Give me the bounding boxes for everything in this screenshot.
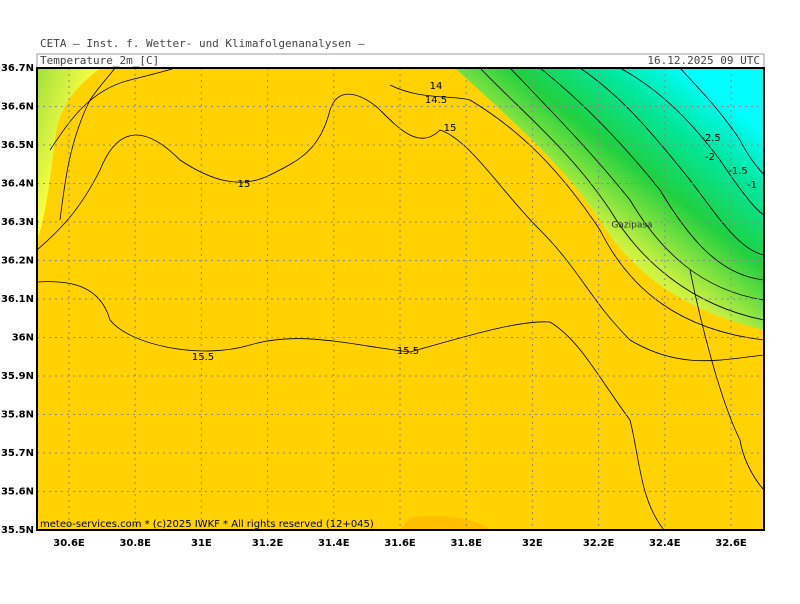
footer: meteo-services.com * (c)2025 IWKF * All …: [40, 519, 374, 530]
place-label: Gazipasa: [611, 221, 652, 231]
variable-label: Temperature_2m_[C]: [40, 54, 159, 67]
lat-tick-label: 35.9N: [1, 371, 34, 382]
contour-label: -2: [705, 152, 715, 163]
lon-tick-label: 30.8E: [119, 538, 151, 549]
lon-tick-label: 31.2E: [252, 538, 284, 549]
lat-tick-label: 36.7N: [1, 63, 34, 74]
lat-tick-label: 36.5N: [1, 140, 34, 151]
lon-tick-label: 32.6E: [715, 538, 747, 549]
lat-tick-label: 35.6N: [1, 487, 34, 498]
contour-label: 14: [430, 81, 443, 92]
lat-tick-label: 35.7N: [1, 448, 34, 459]
lat-tick-label: 35.5N: [1, 525, 34, 536]
cold-region: [455, 68, 764, 330]
contour-label: 15: [444, 123, 457, 134]
lon-tick-label: 31.8E: [450, 538, 482, 549]
lon-tick-label: 31E: [191, 538, 212, 549]
header-title: CETA — Inst. f. Wetter- und Klimafolgena…: [40, 37, 365, 50]
contour-label: 14.5: [425, 95, 447, 106]
corner-region: [37, 68, 100, 240]
contour-label: -2.5: [701, 133, 721, 144]
lon-tick-label: 30.6E: [53, 538, 85, 549]
lon-tick-label: 31.4E: [318, 538, 350, 549]
lon-tick-label: 32.4E: [649, 538, 681, 549]
contour-label: -1: [747, 180, 757, 191]
lat-tick-label: 35.8N: [1, 410, 34, 421]
lat-tick-label: 36N: [12, 333, 34, 344]
contour-label: -1.5: [728, 166, 748, 177]
lat-tick-label: 36.3N: [1, 217, 34, 228]
contour-label: 15: [238, 179, 251, 190]
lat-tick-label: 36.6N: [1, 102, 34, 113]
contour-label: 15.5: [192, 352, 214, 363]
map-frame: [36, 67, 765, 531]
lat-tick-label: 36.4N: [1, 179, 34, 190]
lon-tick-label: 32E: [522, 538, 543, 549]
lon-tick-label: 31.6E: [384, 538, 416, 549]
lon-tick-label: 32.2E: [583, 538, 615, 549]
time-label: 16.12.2025 09 UTC: [647, 54, 760, 67]
contours: [37, 68, 764, 530]
lat-tick-label: 36.1N: [1, 294, 34, 305]
lat-tick-label: 36.2N: [1, 256, 34, 267]
graticule: [37, 67, 764, 531]
warm-patch: [400, 515, 490, 530]
contour-label: 15.5: [397, 346, 419, 357]
